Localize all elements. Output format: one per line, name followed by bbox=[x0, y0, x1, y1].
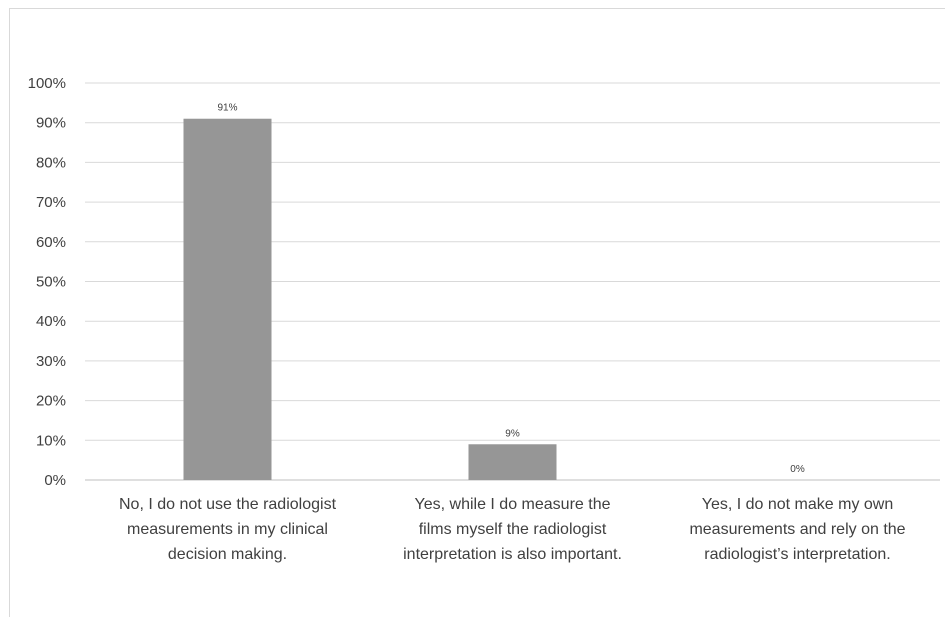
category-label: radiologist’s interpretation. bbox=[704, 546, 890, 563]
y-tick-label: 40% bbox=[36, 313, 66, 330]
category-label: films myself the radiologist bbox=[419, 521, 607, 538]
category-label: measurements and rely on the bbox=[689, 521, 905, 538]
chart-frame bbox=[9, 8, 945, 617]
y-tick-label: 70% bbox=[36, 194, 66, 211]
category-label: Yes, I do not make my own bbox=[702, 496, 894, 513]
category-label: Yes, while I do measure the bbox=[415, 496, 611, 513]
y-tick-label: 0% bbox=[44, 472, 66, 489]
category-label: decision making. bbox=[168, 546, 287, 563]
y-tick-label: 10% bbox=[36, 432, 66, 449]
category-label: interpretation is also important. bbox=[403, 546, 622, 563]
data-label: 9% bbox=[505, 428, 520, 439]
bar bbox=[183, 118, 272, 480]
category-label: No, I do not use the radiologist bbox=[119, 496, 337, 513]
y-tick-label: 50% bbox=[36, 274, 66, 291]
y-tick-label: 30% bbox=[36, 353, 66, 370]
y-tick-label: 20% bbox=[36, 393, 66, 410]
category-label: measurements in my clinical bbox=[127, 521, 328, 538]
bar bbox=[468, 444, 557, 480]
y-tick-label: 100% bbox=[28, 75, 66, 92]
y-tick-label: 60% bbox=[36, 234, 66, 251]
data-label: 91% bbox=[217, 103, 237, 114]
y-tick-label: 90% bbox=[36, 115, 66, 132]
y-tick-label: 80% bbox=[36, 154, 66, 171]
data-label: 0% bbox=[790, 464, 805, 475]
